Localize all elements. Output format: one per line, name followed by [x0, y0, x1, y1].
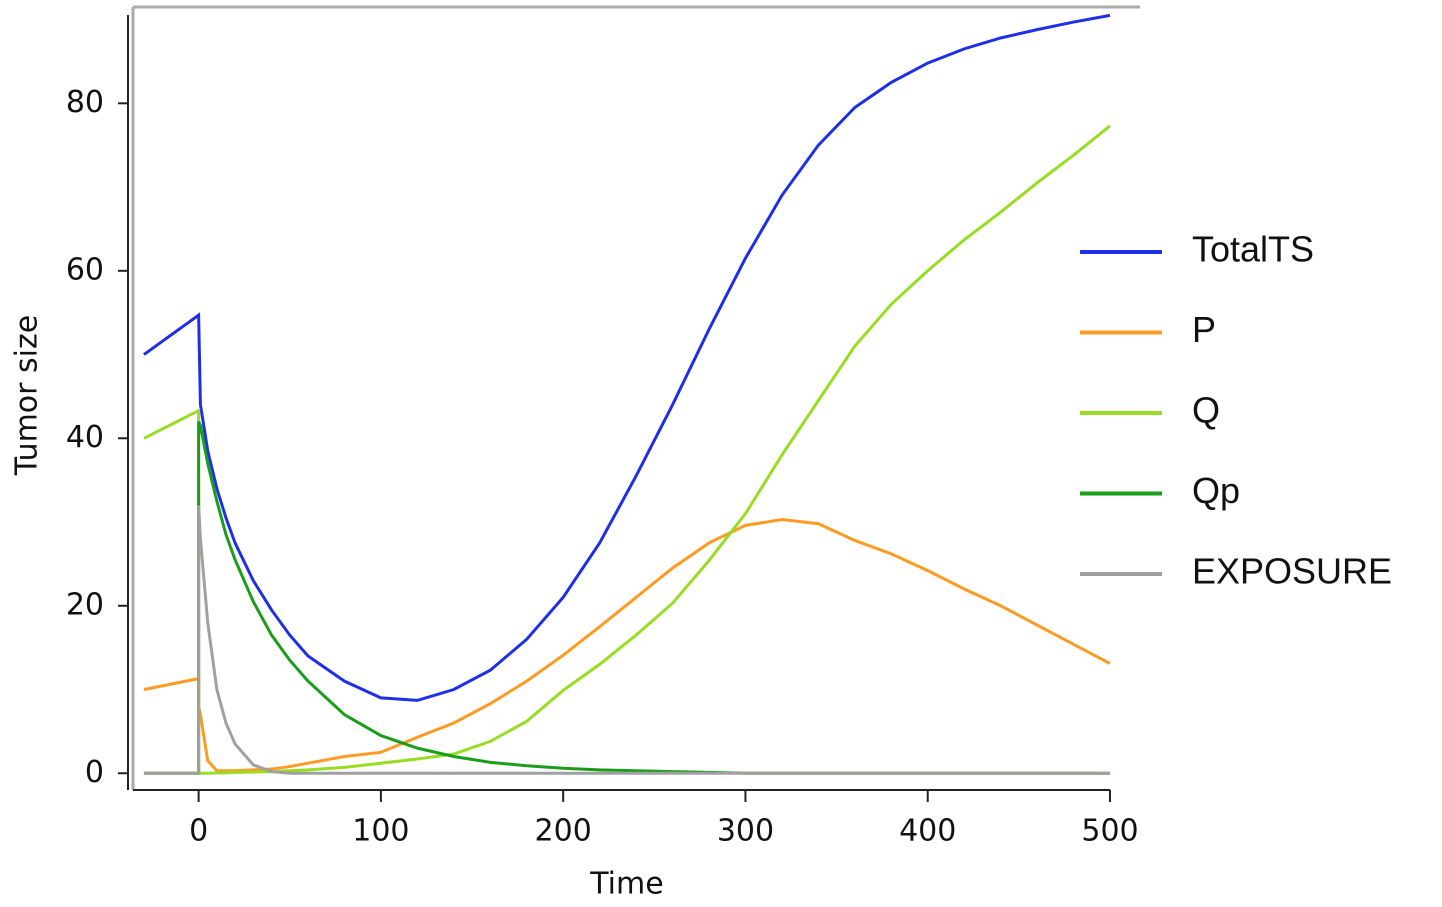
legend-label: Q	[1192, 390, 1220, 431]
y-tick-label: 20	[66, 587, 104, 622]
legend-label: P	[1192, 309, 1216, 350]
y-tick-label: 0	[85, 755, 104, 790]
series-line	[143, 517, 1111, 773]
x-axis-title: Time	[589, 867, 663, 902]
legend-label: EXPOSURE	[1192, 551, 1392, 592]
x-tick-label: 200	[535, 814, 592, 849]
x-tick-label: 300	[717, 814, 774, 849]
series-line	[143, 505, 1110, 775]
legend-label: TotalTS	[1192, 229, 1314, 270]
x-tick-label: 100	[352, 814, 409, 849]
x-tick-label: 0	[189, 814, 208, 849]
x-tick-label: 400	[899, 814, 956, 849]
series-line	[143, 420, 1110, 775]
y-tick-label: 60	[66, 252, 104, 287]
y-tick-label: 40	[66, 420, 104, 455]
legend-label: Qp	[1192, 470, 1240, 511]
series-line	[143, 13, 1111, 702]
x-tick-label: 500	[1081, 814, 1138, 849]
series-line	[143, 124, 1111, 775]
y-tick-label: 80	[66, 85, 104, 120]
y-axis-title: Tumor size	[10, 315, 45, 476]
